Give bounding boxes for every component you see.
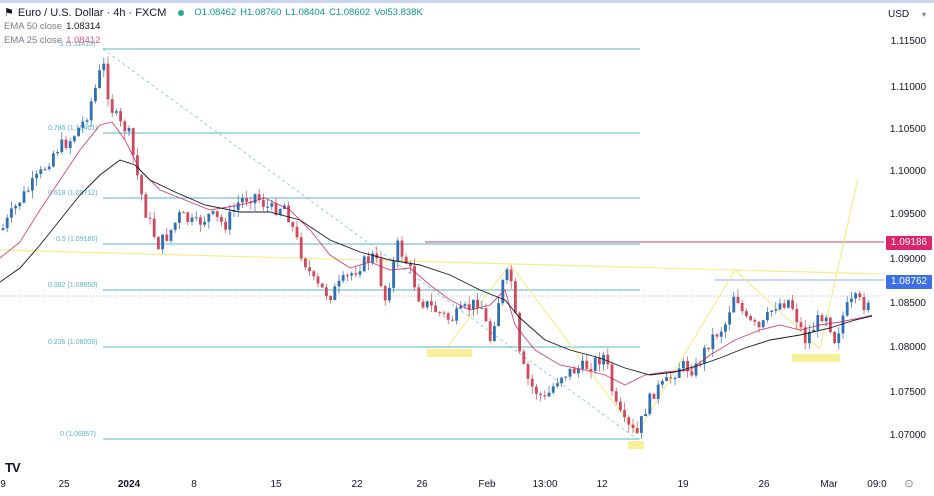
ema-50-line (0, 159, 873, 376)
x-tick: Feb (478, 479, 496, 490)
x-tick: 8 (191, 479, 197, 490)
y-tick: 1.10000 (889, 166, 926, 177)
y-tick: 1.10500 (889, 124, 926, 135)
ohlc-high: H1.08760 (240, 7, 282, 18)
ohlc-low: L1.08404 (285, 7, 325, 18)
ohlc-close: C1.08602 (328, 7, 371, 18)
chevron-down-icon: ▾ (921, 9, 926, 19)
indicator-value: 1.08412 (66, 35, 101, 46)
tradingview-logo[interactable]: TV (5, 460, 21, 475)
x-tick: 22 (351, 479, 363, 490)
chart-legend: ⚑ Euro / U.S. Dollar · 4h · FXCM O1.0846… (4, 6, 423, 48)
fibonacci-levels (103, 48, 640, 440)
y-tick: 1.08500 (889, 298, 926, 309)
svg-text:0.236 (1.08009): 0.236 (1.08009) (48, 339, 97, 346)
y-tick: 1.11500 (890, 36, 926, 47)
y-tick: 1.09500 (889, 209, 926, 220)
x-tick: 13:00 (532, 479, 558, 490)
y-tick: 1.09000 (889, 254, 926, 265)
x-tick: 26 (758, 479, 770, 490)
top-border (0, 0, 934, 3)
x-tick: 9 (0, 479, 6, 490)
currency-label: USD (888, 8, 910, 20)
indicator-ema-25[interactable]: EMA 25 close 1.08412 (4, 34, 423, 48)
candlesticks (1, 56, 870, 439)
x-tick: 09:0 (867, 479, 887, 490)
y-tick: 1.07000 (889, 430, 926, 441)
svg-text:0.382 (1.08660): 0.382 (1.08660) (48, 282, 97, 289)
svg-text:0.5 (1.09186): 0.5 (1.09186) (56, 236, 98, 243)
fibonacci-labels: 1 (1.11415) 0.786 (1.10461) 0.618 (1.097… (48, 41, 98, 438)
symbol-title[interactable]: Euro / U.S. Dollar · 4h · FXCM (17, 7, 167, 19)
y-tick: 1.07500 (889, 387, 926, 398)
x-tick: Mar (820, 479, 838, 490)
ema-25-line (0, 121, 873, 386)
x-tick: 12 (596, 479, 608, 490)
x-tick: 25 (58, 479, 70, 490)
x-tick: 15 (270, 479, 282, 490)
svg-text:0 (1.06957): 0 (1.06957) (60, 431, 96, 438)
price-tag-blue: 1.08762 (886, 275, 932, 289)
indicator-ema-50[interactable]: EMA 50 close 1.08314 (4, 20, 423, 34)
svg-text:0.786 (1.10461): 0.786 (1.10461) (48, 125, 97, 132)
x-tick: 19 (677, 479, 689, 490)
ohlc-volume: Vol53.838K (374, 7, 423, 18)
price-tag-red: 1.09186 (886, 236, 932, 250)
y-tick: 1.11000 (890, 82, 926, 93)
symbol-flag-icon: ⚑ (4, 7, 14, 19)
x-tick: 26 (416, 479, 428, 490)
settings-icon[interactable]: ⊙ (904, 478, 914, 490)
ohlc-open: O1.08462 (194, 7, 237, 18)
indicator-label: EMA 25 close (4, 35, 63, 46)
y-tick: 1.08000 (889, 342, 926, 353)
x-tick: 2024 (117, 479, 141, 490)
currency-selector[interactable]: USD ▾ (884, 6, 930, 22)
indicator-value: 1.08314 (66, 21, 101, 32)
svg-text:1 (1.11415): 1 (1.11415) (60, 41, 95, 48)
svg-text:0.618 (1.09712): 0.618 (1.09712) (48, 190, 97, 197)
indicator-label: EMA 50 close (4, 21, 63, 32)
market-status-icon (178, 10, 185, 16)
